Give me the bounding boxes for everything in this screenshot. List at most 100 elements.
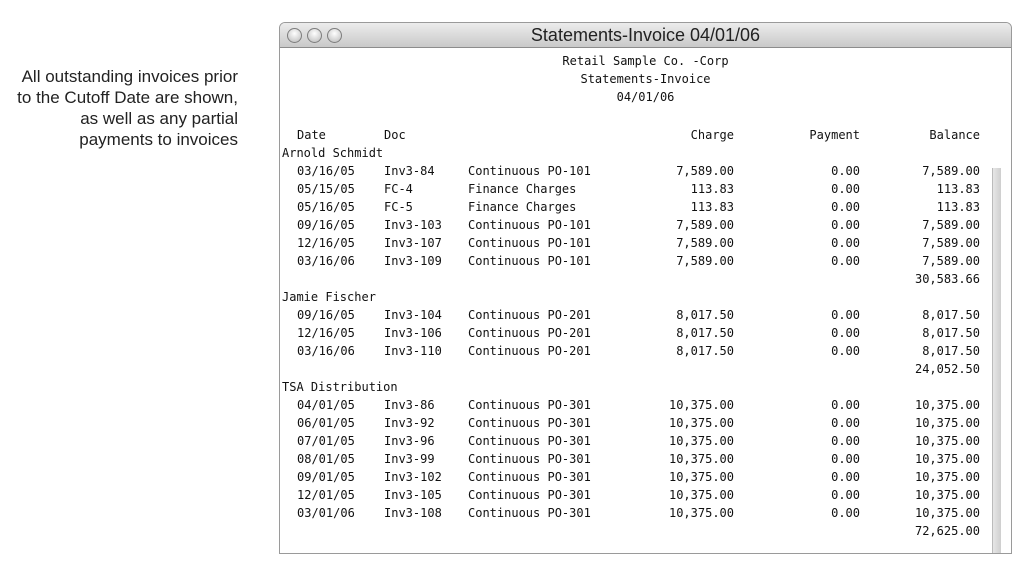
table-row[interactable]: 05/16/05 FC-5 Finance Charges 113.83 0.0… bbox=[280, 198, 1011, 216]
col-balance: Balance bbox=[929, 128, 980, 142]
statement-window: Statements-Invoice 04/01/06 Retail Sampl… bbox=[279, 22, 1012, 554]
window-title: Statements-Invoice 04/01/06 bbox=[530, 25, 761, 45]
cell-description: Continuous PO-301 bbox=[468, 434, 591, 448]
cell-doc: Inv3-105 bbox=[384, 488, 442, 502]
cell-date: 05/15/05 bbox=[297, 182, 355, 196]
cell-doc: Inv3-102 bbox=[384, 470, 442, 484]
table-row[interactable]: 03/16/05 Inv3-84 Continuous PO-101 7,589… bbox=[280, 162, 1011, 180]
scrollbar[interactable] bbox=[992, 168, 1001, 553]
table-row[interactable]: 09/16/05 Inv3-103 Continuous PO-101 7,58… bbox=[280, 216, 1011, 234]
cell-description: Continuous PO-301 bbox=[468, 506, 591, 520]
table-row[interactable]: 07/01/05 Inv3-96 Continuous PO-301 10,37… bbox=[280, 432, 1011, 450]
cell-doc: Inv3-92 bbox=[384, 416, 435, 430]
table-row[interactable]: 05/15/05 FC-4 Finance Charges 113.83 0.0… bbox=[280, 180, 1011, 198]
cell-date: 09/16/05 bbox=[297, 218, 355, 232]
cell-doc: Inv3-110 bbox=[384, 344, 442, 358]
cell-balance: 8,017.50 bbox=[922, 308, 980, 322]
customer-row: Jamie Fischer bbox=[280, 288, 1011, 306]
cell-doc: Inv3-104 bbox=[384, 308, 442, 322]
cell-date: 03/16/05 bbox=[297, 164, 355, 178]
cell-payment: 0.00 bbox=[831, 164, 860, 178]
cell-balance: 10,375.00 bbox=[914, 398, 980, 412]
cell-payment: 0.00 bbox=[831, 344, 860, 358]
table-row[interactable]: 03/16/06 Inv3-110 Continuous PO-201 8,01… bbox=[280, 342, 1011, 360]
customer-total: 30,583.66 bbox=[914, 272, 980, 286]
table-row[interactable]: 03/16/06 Inv3-109 Continuous PO-101 7,58… bbox=[280, 252, 1011, 270]
cell-charge: 10,375.00 bbox=[668, 470, 734, 484]
cell-date: 09/16/05 bbox=[297, 308, 355, 322]
cell-charge: 7,589.00 bbox=[676, 164, 734, 178]
table-row[interactable]: 04/01/05 Inv3-86 Continuous PO-301 10,37… bbox=[280, 396, 1011, 414]
cell-date: 03/16/06 bbox=[297, 344, 355, 358]
cell-description: Continuous PO-101 bbox=[468, 236, 591, 250]
table-row[interactable]: 09/01/05 Inv3-102 Continuous PO-301 10,3… bbox=[280, 468, 1011, 486]
cell-payment: 0.00 bbox=[831, 506, 860, 520]
cell-description: Continuous PO-301 bbox=[468, 470, 591, 484]
cell-description: Continuous PO-101 bbox=[468, 164, 591, 178]
report-date: 04/01/06 bbox=[616, 90, 675, 104]
cell-charge: 7,589.00 bbox=[676, 218, 734, 232]
cell-description: Continuous PO-201 bbox=[468, 344, 591, 358]
customer-total: 24,052.50 bbox=[914, 362, 980, 376]
cell-charge: 113.83 bbox=[690, 182, 734, 196]
cell-doc: Inv3-106 bbox=[384, 326, 442, 340]
cell-doc: Inv3-109 bbox=[384, 254, 442, 268]
cell-payment: 0.00 bbox=[831, 200, 860, 214]
cell-description: Finance Charges bbox=[468, 200, 577, 214]
cell-doc: Inv3-96 bbox=[384, 434, 435, 448]
cell-payment: 0.00 bbox=[831, 398, 860, 412]
cell-balance: 8,017.50 bbox=[922, 344, 980, 358]
cell-description: Continuous PO-101 bbox=[468, 218, 591, 232]
cell-balance: 7,589.00 bbox=[922, 236, 980, 250]
cell-charge: 10,375.00 bbox=[668, 452, 734, 466]
table-row[interactable]: 12/16/05 Inv3-107 Continuous PO-101 7,58… bbox=[280, 234, 1011, 252]
cell-doc: Inv3-99 bbox=[384, 452, 435, 466]
cell-date: 06/01/05 bbox=[297, 416, 355, 430]
cell-date: 04/01/05 bbox=[297, 398, 355, 412]
table-row[interactable]: 12/01/05 Inv3-105 Continuous PO-301 10,3… bbox=[280, 486, 1011, 504]
table-row[interactable]: 03/01/06 Inv3-108 Continuous PO-301 10,3… bbox=[280, 504, 1011, 522]
table-row[interactable]: 08/01/05 Inv3-99 Continuous PO-301 10,37… bbox=[280, 450, 1011, 468]
cell-description: Continuous PO-101 bbox=[468, 254, 591, 268]
cell-charge: 113.83 bbox=[690, 200, 734, 214]
zoom-button[interactable] bbox=[327, 28, 342, 43]
cell-description: Continuous PO-301 bbox=[468, 416, 591, 430]
cell-payment: 0.00 bbox=[831, 452, 860, 466]
cell-payment: 0.00 bbox=[831, 470, 860, 484]
cell-balance: 10,375.00 bbox=[914, 470, 980, 484]
table-row[interactable]: 09/16/05 Inv3-104 Continuous PO-201 8,01… bbox=[280, 306, 1011, 324]
cell-charge: 10,375.00 bbox=[668, 434, 734, 448]
cell-balance: 10,375.00 bbox=[914, 416, 980, 430]
cell-doc: FC-5 bbox=[384, 200, 413, 214]
cell-date: 08/01/05 bbox=[297, 452, 355, 466]
close-button[interactable] bbox=[287, 28, 302, 43]
cell-balance: 10,375.00 bbox=[914, 434, 980, 448]
table-row[interactable]: 12/16/05 Inv3-106 Continuous PO-201 8,01… bbox=[280, 324, 1011, 342]
title-bar[interactable]: Statements-Invoice 04/01/06 bbox=[280, 23, 1011, 48]
cell-charge: 10,375.00 bbox=[668, 506, 734, 520]
cell-balance: 113.83 bbox=[936, 200, 980, 214]
cell-payment: 0.00 bbox=[831, 326, 860, 340]
cell-balance: 7,589.00 bbox=[922, 164, 980, 178]
table-row[interactable]: 06/01/05 Inv3-92 Continuous PO-301 10,37… bbox=[280, 414, 1011, 432]
cell-charge: 8,017.50 bbox=[676, 344, 734, 358]
cell-date: 05/16/05 bbox=[297, 200, 355, 214]
minimize-button[interactable] bbox=[307, 28, 322, 43]
total-row: 24,052.50 bbox=[280, 360, 1011, 378]
cell-charge: 10,375.00 bbox=[668, 398, 734, 412]
col-charge: Charge bbox=[690, 128, 734, 142]
total-row: 30,583.66 bbox=[280, 270, 1011, 288]
cell-payment: 0.00 bbox=[831, 416, 860, 430]
cell-doc: FC-4 bbox=[384, 182, 413, 196]
cell-payment: 0.00 bbox=[831, 308, 860, 322]
customer-total: 72,625.00 bbox=[914, 524, 980, 538]
cell-doc: Inv3-108 bbox=[384, 506, 442, 520]
cell-balance: 113.83 bbox=[936, 182, 980, 196]
cell-description: Continuous PO-301 bbox=[468, 452, 591, 466]
cell-description: Continuous PO-201 bbox=[468, 326, 591, 340]
cell-charge: 7,589.00 bbox=[676, 236, 734, 250]
report-content: Retail Sample Co. -Corp Statements-Invoi… bbox=[280, 48, 1011, 553]
cell-description: Continuous PO-301 bbox=[468, 398, 591, 412]
customer-name: TSA Distribution bbox=[282, 380, 398, 394]
cell-payment: 0.00 bbox=[831, 434, 860, 448]
